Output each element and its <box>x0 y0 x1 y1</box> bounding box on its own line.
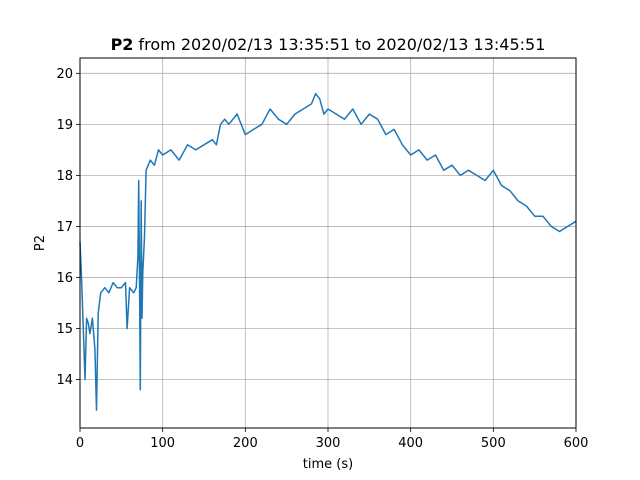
y-tick-label: 20 <box>56 67 73 82</box>
y-tick-label: 14 <box>56 373 73 388</box>
chart-title-bold: P2 <box>111 35 134 54</box>
y-tick-label: 18 <box>56 169 73 184</box>
x-tick-label: 600 <box>564 436 589 451</box>
y-tick-label: 15 <box>56 322 73 337</box>
y-axis-label: P2 <box>33 235 48 251</box>
x-axis-ticks: 0 100 200 300 400 500 600 <box>76 428 589 451</box>
x-tick-label: 0 <box>76 436 84 451</box>
chart-title: P2 from 2020/02/13 13:35:51 to 2020/02/1… <box>111 35 546 54</box>
y-tick-label: 16 <box>56 271 73 286</box>
y-tick-label: 19 <box>56 118 73 133</box>
x-tick-label: 200 <box>233 436 258 451</box>
y-axis-ticks: 14 15 16 17 18 19 20 <box>56 67 80 388</box>
chart-title-rest: from 2020/02/13 13:35:51 to 2020/02/13 1… <box>133 35 545 54</box>
x-tick-label: 500 <box>481 436 506 451</box>
y-tick-label: 17 <box>56 220 73 235</box>
x-axis-label: time (s) <box>303 457 353 472</box>
plot-frame <box>79 57 577 429</box>
x-tick-label: 100 <box>150 436 175 451</box>
series-line <box>79 92 577 411</box>
grid-lines <box>79 58 577 428</box>
x-tick-label: 300 <box>316 436 341 451</box>
x-tick-label: 400 <box>398 436 423 451</box>
